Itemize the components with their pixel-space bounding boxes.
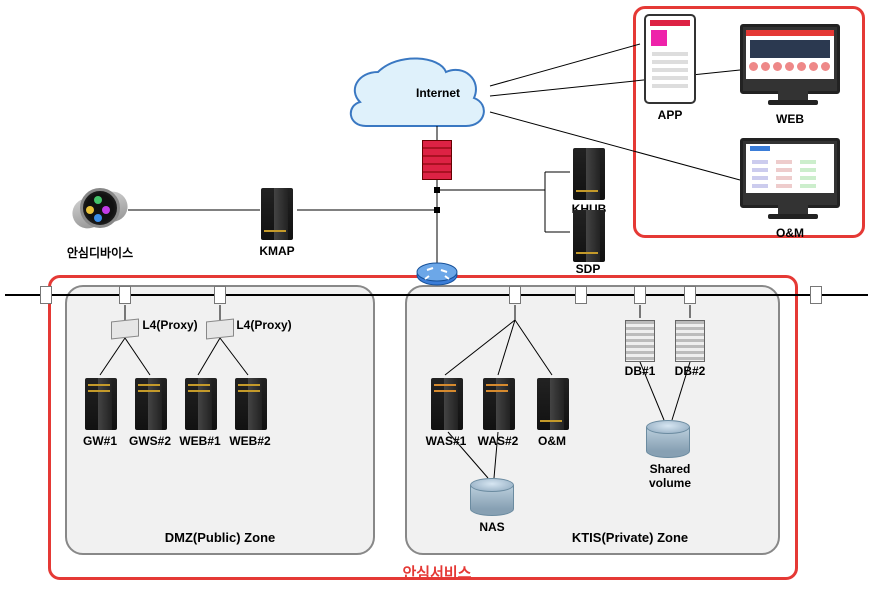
cap xyxy=(40,286,52,304)
web1-icon xyxy=(182,376,220,430)
web2-icon xyxy=(232,376,270,430)
junction-dot xyxy=(434,187,440,193)
cap xyxy=(509,286,521,304)
om-server-label: O&M xyxy=(524,434,580,448)
shared-volume-label: Shared volume xyxy=(632,462,708,490)
sdp-label: SDP xyxy=(558,262,618,276)
db2-icon xyxy=(675,320,705,362)
nas-icon xyxy=(470,478,514,516)
om-monitor-icon xyxy=(740,138,840,208)
internet-label: Internet xyxy=(407,86,469,100)
db1-icon xyxy=(625,320,655,362)
router-icon xyxy=(415,262,459,288)
firewall-icon xyxy=(422,140,452,180)
watch-device-icon xyxy=(72,182,128,238)
was2-icon xyxy=(480,376,518,430)
cap xyxy=(575,286,587,304)
was1-label: WAS#1 xyxy=(416,434,476,448)
cap xyxy=(684,286,696,304)
cap xyxy=(810,286,822,304)
was2-label: WAS#2 xyxy=(468,434,528,448)
om-server-icon xyxy=(534,376,572,430)
khub-server-icon xyxy=(570,146,608,200)
dmz-zone-label: DMZ(Public) Zone xyxy=(120,530,320,545)
cap xyxy=(119,286,131,304)
web-label: WEB xyxy=(770,112,810,126)
junction-dot xyxy=(434,207,440,213)
device-label: 안심디바이스 xyxy=(55,244,145,261)
web1-label: WEB#1 xyxy=(172,434,228,448)
l4-proxy-a-icon xyxy=(111,319,139,340)
db2-label: DB#2 xyxy=(665,364,715,378)
gws2-icon xyxy=(132,376,170,430)
cap xyxy=(634,286,646,304)
shared-volume-icon xyxy=(646,420,690,458)
nas-label: NAS xyxy=(466,520,518,534)
l4-proxy-b-label: L4(Proxy) xyxy=(234,318,294,332)
cap xyxy=(214,286,226,304)
l4-proxy-b-icon xyxy=(206,319,234,340)
gw1-icon xyxy=(82,376,120,430)
l4-proxy-a-label: L4(Proxy) xyxy=(140,318,200,332)
kmap-label: KMAP xyxy=(240,244,314,258)
app-label: APP xyxy=(650,108,690,122)
web2-label: WEB#2 xyxy=(222,434,278,448)
app-phone-icon xyxy=(644,14,696,104)
ktis-zone-label: KTIS(Private) Zone xyxy=(530,530,730,545)
kmap-server-icon xyxy=(258,186,296,240)
sdp-server-icon xyxy=(570,208,608,262)
gw1-label: GW#1 xyxy=(72,434,128,448)
web-monitor-icon xyxy=(740,24,840,94)
db1-label: DB#1 xyxy=(615,364,665,378)
service-title: 안심서비스 xyxy=(392,562,482,583)
gws2-label: GWS#2 xyxy=(122,434,178,448)
om-client-label: O&M xyxy=(768,226,812,240)
was1-icon xyxy=(428,376,466,430)
